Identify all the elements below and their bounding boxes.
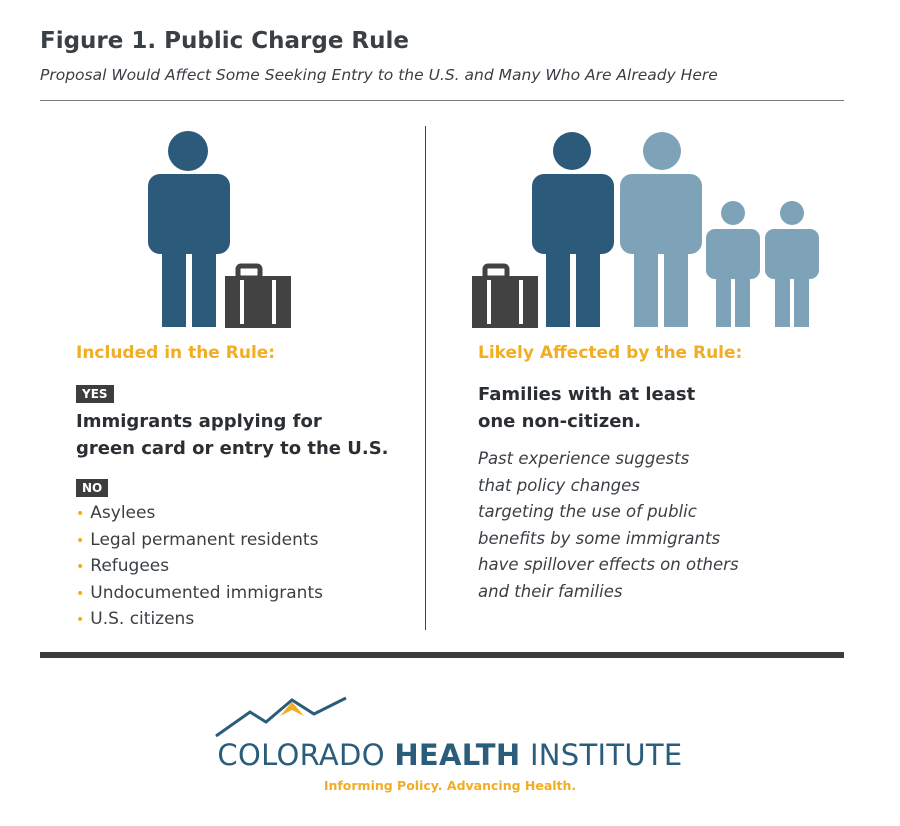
- page-subtitle: Proposal Would Affect Some Seeking Entry…: [40, 66, 718, 84]
- list-item: • Asylees: [76, 503, 156, 523]
- yes-text-line: green card or entry to the U.S.: [76, 438, 389, 459]
- top-divider: [40, 100, 844, 101]
- bottom-divider: [40, 652, 844, 658]
- person-icon: [148, 131, 230, 327]
- yes-text-line: Immigrants applying for: [76, 411, 322, 432]
- page-title: Figure 1. Public Charge Rule: [40, 28, 409, 54]
- spillover-note: Past experience suggests that policy cha…: [478, 449, 739, 601]
- mountain-logo-icon: [215, 696, 347, 738]
- left-illustration: [148, 131, 291, 328]
- person-icon: [532, 132, 614, 327]
- left-heading: Included in the Rule:: [76, 343, 276, 363]
- no-badge: NO: [76, 479, 109, 497]
- person-icon: [765, 201, 819, 327]
- suitcase-icon: [225, 263, 291, 328]
- no-list: • Asylees • Legal permanent residents • Ref…: [76, 500, 323, 633]
- list-item: • Refugees: [76, 556, 170, 576]
- bullet-icon: •: [76, 559, 85, 575]
- list-item: • Legal permanent residents: [76, 529, 319, 550]
- bullet-icon: •: [76, 532, 85, 549]
- column-divider: [425, 126, 426, 630]
- yes-badge: YES: [76, 385, 114, 403]
- bullet-icon: •: [76, 585, 85, 602]
- person-icon: [620, 132, 702, 327]
- logo-tagline: Informing Policy. Advancing Health.: [323, 778, 577, 793]
- suitcase-icon: [472, 263, 538, 328]
- bullet-icon: •: [76, 612, 85, 628]
- right-heading: Likely Affected by the Rule:: [478, 343, 743, 363]
- logo-wordmark: COLORADO HEALTH INSTITUTE: [217, 738, 683, 772]
- families-text-line: Families with at least: [478, 384, 696, 405]
- right-illustration: [472, 132, 819, 328]
- bullet-icon: •: [76, 506, 85, 522]
- list-item: • U.S. citizens: [76, 609, 195, 629]
- families-text-line: one non-citizen.: [478, 411, 642, 432]
- list-item: • Undocumented immigrants: [76, 582, 323, 603]
- person-icon: [706, 201, 760, 327]
